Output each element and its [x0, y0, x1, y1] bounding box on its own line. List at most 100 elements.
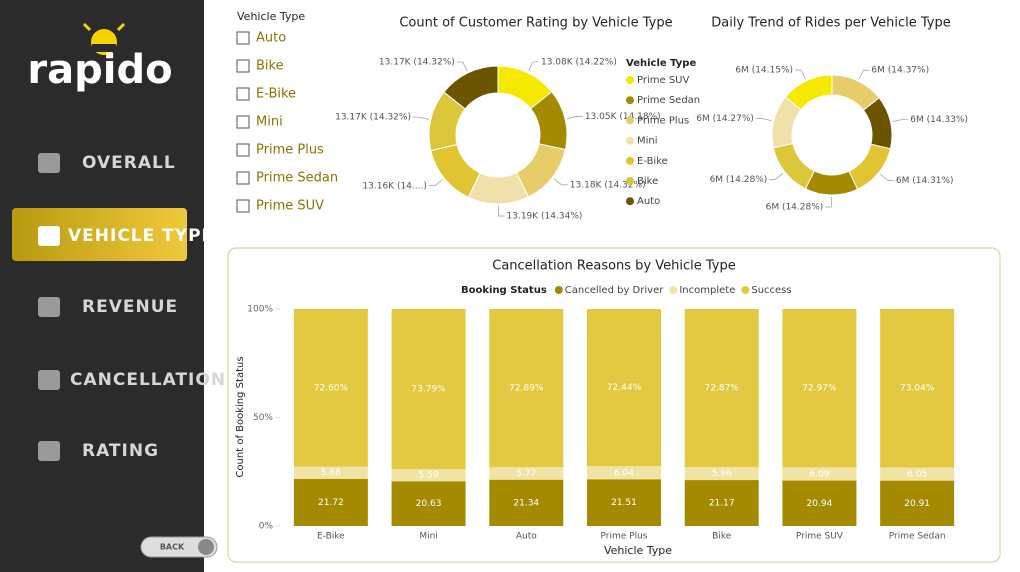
bar-segment	[293, 478, 368, 526]
data-label: 6.04	[614, 468, 634, 478]
leader-line	[769, 172, 784, 180]
legend-label: E-Bike	[637, 156, 668, 167]
slicer-option[interactable]: Prime SUV	[256, 199, 324, 214]
legend-label: Mini	[637, 136, 658, 147]
bar-segment	[293, 466, 368, 479]
legend-marker	[626, 136, 634, 145]
donut-slice	[804, 170, 859, 196]
y-tick-label: 50%	[253, 413, 273, 423]
data-label: 6M (14.28%)	[710, 175, 768, 185]
data-label: 6M (14.31%)	[896, 176, 954, 186]
slicer-option[interactable]: Mini	[256, 115, 283, 130]
x-tick-label: Bike	[712, 532, 732, 542]
slicer-title: Vehicle Type	[237, 10, 305, 23]
x-tick-label: Prime Sedan	[889, 532, 946, 542]
bar-segment	[684, 480, 759, 526]
leader-line	[412, 116, 429, 120]
data-label: 72.44%	[607, 383, 642, 393]
checkbox[interactable]	[236, 115, 250, 129]
chart-title: Cancellation Reasons by Vehicle Type	[492, 259, 736, 274]
legend-marker	[741, 286, 750, 294]
slicer-option[interactable]: Auto	[256, 31, 286, 46]
slicer-option[interactable]: E-Bike	[256, 87, 296, 102]
legend-label: Prime Sedan	[637, 95, 700, 106]
nav-icon[interactable]	[38, 441, 60, 461]
nav-icon[interactable]	[38, 153, 60, 173]
leader-line	[879, 173, 894, 181]
leader-line	[858, 69, 870, 80]
back-button[interactable]	[140, 536, 218, 558]
data-label: 13.17K (14.32%)	[379, 58, 455, 68]
data-label: 13.05K (14.18%)	[585, 112, 661, 122]
logo-helmet	[82, 22, 126, 55]
nav-item[interactable]: VEHICLE TYPE	[68, 226, 214, 246]
x-tick-label: Mini	[419, 532, 437, 542]
legend-marker	[669, 286, 678, 294]
nav-item[interactable]: REVENUE	[82, 297, 178, 317]
x-tick-label: Prime Plus	[601, 532, 648, 542]
nav-item[interactable]: RATING	[82, 441, 159, 461]
bar-segment	[391, 308, 466, 470]
y-tick-label: 0%	[259, 522, 274, 532]
data-label: 73.79%	[411, 385, 446, 395]
legend-marker	[626, 177, 634, 185]
slicer-option[interactable]: Prime Sedan	[256, 171, 338, 186]
legend-title: Booking Status	[461, 285, 547, 296]
bar-segment	[880, 309, 955, 468]
data-label: 21.51	[611, 498, 637, 508]
data-label: 6M (14.28%)	[766, 202, 824, 212]
legend-marker	[554, 286, 563, 294]
logo: rapido	[27, 47, 172, 93]
data-label: 5.68	[321, 468, 341, 478]
back-icon[interactable]	[198, 539, 214, 555]
data-label: 20.63	[416, 499, 442, 509]
x-axis-label: Vehicle Type	[604, 544, 672, 557]
checkbox[interactable]	[236, 199, 250, 213]
checkbox[interactable]	[236, 171, 250, 185]
data-label: 5.77	[516, 469, 536, 479]
donut-slice	[784, 74, 833, 111]
data-label: 20.91	[904, 499, 930, 509]
donut-slice	[430, 143, 481, 198]
bar-segment	[684, 467, 759, 481]
nav-icon[interactable]	[38, 370, 60, 390]
y-axis-label: Count of Booking Status	[235, 356, 246, 477]
data-label: 13.18K (14.32%)	[570, 180, 646, 190]
data-label: 6.05	[907, 470, 927, 480]
bar-segment	[293, 309, 368, 467]
data-label: 13.16K (14....)	[362, 181, 426, 191]
data-label: 72.60%	[314, 383, 349, 393]
data-label: 6.09	[809, 469, 829, 479]
data-label: 20.94	[807, 499, 833, 509]
leader-line	[755, 118, 772, 122]
slicer-option[interactable]: Prime Plus	[256, 143, 324, 158]
sidebar	[0, 0, 204, 572]
x-tick-label: Auto	[516, 532, 537, 542]
legend-marker	[626, 76, 634, 84]
nav-icon[interactable]	[38, 226, 60, 246]
checkbox[interactable]	[236, 31, 250, 45]
chart-title: Count of Customer Rating by Vehicle Type	[399, 16, 672, 31]
legend-label: Incomplete	[679, 285, 735, 296]
data-label: 6M (14.37%)	[871, 66, 929, 76]
bar-segment	[782, 309, 857, 468]
leader-line	[825, 196, 832, 208]
checkbox[interactable]	[236, 143, 250, 157]
leader-line	[528, 61, 539, 72]
nav-item[interactable]: OVERALL	[82, 153, 176, 173]
legend-label: Bike	[637, 176, 658, 187]
slicer-option[interactable]: Bike	[256, 59, 284, 74]
leader-line	[553, 178, 568, 186]
nav-icon[interactable]	[38, 297, 60, 317]
leader-line	[456, 61, 468, 72]
bar-segment	[587, 479, 661, 526]
checkbox[interactable]	[236, 59, 250, 73]
x-tick-label: E-Bike	[317, 532, 345, 542]
bar-segment	[880, 467, 955, 481]
back-label[interactable]: BACK	[160, 543, 185, 552]
data-label: 6M (14.15%)	[735, 65, 793, 75]
nav-item[interactable]: CANCELLATION	[70, 370, 226, 390]
bar-segment	[489, 479, 564, 526]
checkbox[interactable]	[236, 87, 250, 101]
bar-segment	[684, 309, 759, 468]
